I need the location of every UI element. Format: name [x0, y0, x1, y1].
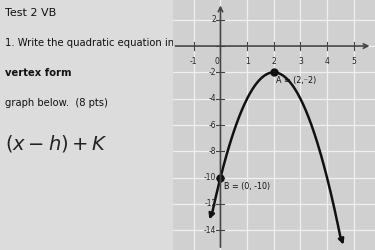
- Text: -8: -8: [209, 147, 216, 156]
- Text: 1. Write the quadratic equation in: 1. Write the quadratic equation in: [5, 38, 177, 48]
- Text: graph below.  (8 pts): graph below. (8 pts): [5, 98, 108, 108]
- Text: -12: -12: [204, 200, 216, 208]
- Text: 5: 5: [351, 56, 356, 66]
- Text: A ≡ (2,⁻2): A ≡ (2,⁻2): [276, 76, 316, 85]
- Text: B = (0, -10): B = (0, -10): [224, 182, 270, 190]
- Text: -6: -6: [209, 120, 216, 130]
- Text: 4: 4: [325, 56, 330, 66]
- Text: Test 2 VB: Test 2 VB: [5, 8, 56, 18]
- Text: 0: 0: [214, 56, 219, 66]
- Text: 3: 3: [298, 56, 303, 66]
- Text: -1: -1: [190, 56, 198, 66]
- Text: 2: 2: [272, 56, 276, 66]
- Text: vertex form: vertex form: [5, 68, 72, 78]
- Text: -14: -14: [204, 226, 216, 235]
- Text: 2: 2: [212, 15, 216, 24]
- Text: 1: 1: [245, 56, 249, 66]
- Text: $(x-h)+K$: $(x-h)+K$: [5, 132, 108, 154]
- Text: -10: -10: [204, 173, 216, 182]
- Text: -2: -2: [209, 68, 216, 77]
- Text: -4: -4: [209, 94, 216, 103]
